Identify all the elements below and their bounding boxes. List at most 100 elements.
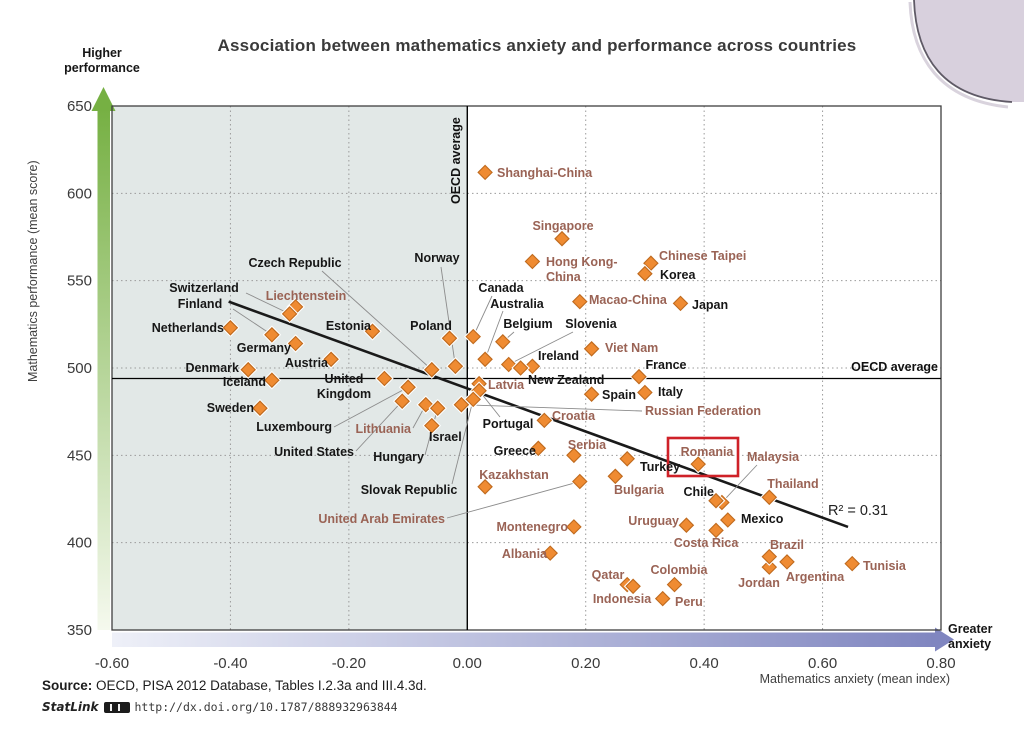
data-point-thailand bbox=[760, 488, 779, 507]
country-label-united-arab-emirates: United Arab Emirates bbox=[318, 512, 445, 526]
data-point-greece bbox=[529, 439, 548, 458]
data-point-united-states bbox=[392, 391, 412, 411]
data-point-mexico bbox=[718, 510, 738, 530]
x-tick-0.60: 0.60 bbox=[808, 655, 837, 672]
country-label-albania: Albania bbox=[502, 547, 548, 561]
country-label-montenegro: Montenegro bbox=[496, 520, 568, 534]
country-label-new-zealand: New Zealand bbox=[528, 373, 604, 387]
country-label-chile: Chile bbox=[683, 485, 714, 499]
country-label-norway: Norway bbox=[414, 251, 459, 265]
leader-line-slovak-republic bbox=[451, 399, 474, 485]
leader-line-australia bbox=[484, 310, 504, 360]
page-curl-decoration bbox=[908, 0, 1024, 109]
country-label-united-kingdom: United Kingdom bbox=[317, 372, 371, 401]
data-point-peru bbox=[653, 589, 672, 608]
data-point-spain bbox=[582, 384, 601, 404]
country-label-spain: Spain bbox=[602, 388, 636, 402]
data-point-brazil bbox=[760, 547, 779, 566]
data-point-viet-nam bbox=[582, 339, 601, 359]
data-point-chinese-taipei bbox=[641, 253, 661, 273]
y-tick-650: 650 bbox=[67, 98, 92, 115]
data-point-australia bbox=[475, 350, 495, 369]
data-point-kazakhstan bbox=[475, 477, 495, 497]
higher-performance-caption: Higher performance bbox=[64, 46, 140, 75]
y-tick-350: 350 bbox=[67, 622, 92, 639]
r-squared-annotation: R² = 0.31 bbox=[828, 503, 889, 519]
source-note: Source: OECD, PISA 2012 Database, Tables… bbox=[42, 678, 427, 693]
x-axis-title: Mathematics anxiety (mean index) bbox=[759, 672, 950, 686]
data-point-bulgaria bbox=[606, 467, 625, 486]
x-tick--0.20: -0.20 bbox=[332, 655, 366, 672]
country-label-italy: Italy bbox=[658, 385, 683, 399]
country-label-qatar: Qatar bbox=[592, 568, 625, 582]
country-label-russian-federation: Russian Federation bbox=[645, 404, 761, 418]
country-label-indonesia: Indonesia bbox=[593, 592, 652, 606]
leader-line-luxembourg bbox=[333, 386, 409, 428]
country-label-luxembourg: Luxembourg bbox=[256, 420, 332, 434]
country-label-hungary: Hungary bbox=[373, 450, 424, 464]
data-point-austria bbox=[321, 350, 341, 369]
data-point-albania bbox=[540, 543, 560, 563]
country-label-austria: Austria bbox=[285, 356, 329, 370]
x-tick-0.20: 0.20 bbox=[571, 655, 600, 672]
data-point-colombia bbox=[665, 575, 684, 594]
country-label-costa-rica: Costa Rica bbox=[674, 536, 740, 550]
data-point-ireland bbox=[523, 357, 542, 376]
data-point-belgium bbox=[493, 332, 513, 352]
trend-line bbox=[228, 300, 849, 529]
country-label-romania: Romania bbox=[681, 445, 735, 459]
higher-performance-arrow bbox=[97, 108, 110, 630]
country-label-japan: Japan bbox=[692, 298, 728, 312]
source-text: OECD, PISA 2012 Database, Tables I.2.3a … bbox=[92, 678, 427, 693]
country-label-colombia: Colombia bbox=[651, 563, 709, 577]
data-point-finland bbox=[262, 325, 282, 345]
statlink-url[interactable]: http://dx.doi.org/10.1787/888932963844 bbox=[134, 700, 398, 714]
leader-line-norway bbox=[440, 266, 456, 367]
x-tick-0.40: 0.40 bbox=[690, 655, 719, 672]
leader-line-united-states bbox=[355, 400, 403, 452]
country-label-canada: Canada bbox=[478, 281, 524, 295]
data-point-argentina bbox=[777, 552, 797, 572]
data-point-sweden bbox=[250, 398, 270, 418]
country-label-korea: Korea bbox=[660, 268, 696, 282]
greater-anxiety-caption: Greater anxiety bbox=[948, 622, 993, 651]
leader-line-russian-federation bbox=[461, 404, 643, 412]
country-label-sweden: Sweden bbox=[207, 401, 254, 415]
data-point-united-kingdom bbox=[375, 369, 394, 388]
y-tick-450: 450 bbox=[67, 447, 92, 464]
data-point-chile bbox=[706, 491, 726, 510]
data-point-croatia bbox=[535, 411, 554, 430]
country-label-latvia: Latvia bbox=[488, 378, 525, 392]
data-point-turkey bbox=[617, 449, 637, 469]
data-point-switzerland bbox=[280, 304, 299, 324]
country-label-liechtenstein: Liechtenstein bbox=[266, 289, 347, 303]
statlink-label: StatLink bbox=[42, 700, 99, 714]
oecd-average-horizontal-label: OECD average bbox=[851, 360, 938, 374]
country-label-serbia: Serbia bbox=[568, 438, 607, 452]
country-label-turkey: Turkey bbox=[640, 460, 680, 474]
leader-line-finland bbox=[232, 308, 273, 336]
y-tick-550: 550 bbox=[67, 273, 92, 290]
country-label-croatia: Croatia bbox=[552, 409, 596, 423]
x-tick--0.60: -0.60 bbox=[95, 655, 129, 672]
data-point-canada bbox=[463, 327, 483, 346]
country-label-shanghai-china: Shanghai-China bbox=[497, 166, 593, 180]
data-point-korea bbox=[635, 264, 655, 283]
data-point-indonesia bbox=[623, 577, 643, 596]
data-point-serbia bbox=[564, 446, 584, 465]
country-label-hong-kong-china: Hong Kong-China bbox=[546, 255, 618, 284]
y-tick-400: 400 bbox=[67, 535, 92, 552]
leader-line-malaysia bbox=[721, 464, 758, 503]
statlink-logo-icon bbox=[103, 701, 130, 713]
country-label-macao-china: Macao-China bbox=[589, 293, 668, 307]
country-label-poland: Poland bbox=[410, 319, 452, 333]
plot-border bbox=[111, 105, 942, 631]
statlink-row: StatLink http://dx.doi.org/10.1787/88893… bbox=[42, 700, 398, 714]
leader-line-czech-republic bbox=[321, 270, 433, 371]
data-point-netherlands bbox=[221, 318, 240, 338]
country-label-iceland: Iceland bbox=[223, 375, 266, 389]
x-tick-0.00: 0.00 bbox=[453, 655, 482, 672]
data-point-norway bbox=[446, 357, 465, 376]
